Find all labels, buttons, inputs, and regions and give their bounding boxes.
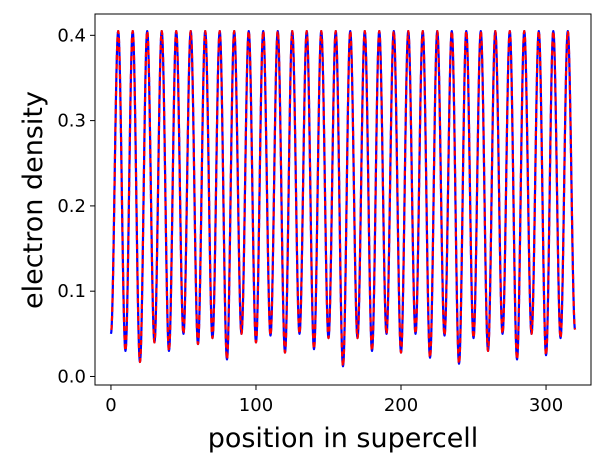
y-tick-label: 0.0 — [57, 366, 86, 387]
y-tick-label: 0.4 — [57, 25, 86, 46]
y-tick-label: 0.1 — [57, 281, 86, 302]
y-axis-title: electron density — [18, 91, 49, 309]
series-layer — [109, 29, 577, 368]
x-tick-label: 200 — [384, 395, 418, 416]
x-tick-label: 300 — [529, 395, 563, 416]
y-axis-ticks: 0.0 0.1 0.2 0.3 0.4 — [57, 25, 95, 387]
y-tick-label: 0.2 — [57, 196, 86, 217]
x-tick-label: 100 — [239, 395, 273, 416]
y-tick-label: 0.3 — [57, 111, 86, 132]
series-line-2 — [109, 29, 577, 368]
plot-area — [94, 13, 592, 386]
x-axis-ticks: 0 100 200 300 — [105, 385, 563, 416]
x-axis-title: position in supercell — [208, 423, 479, 454]
x-tick-label: 0 — [105, 395, 116, 416]
